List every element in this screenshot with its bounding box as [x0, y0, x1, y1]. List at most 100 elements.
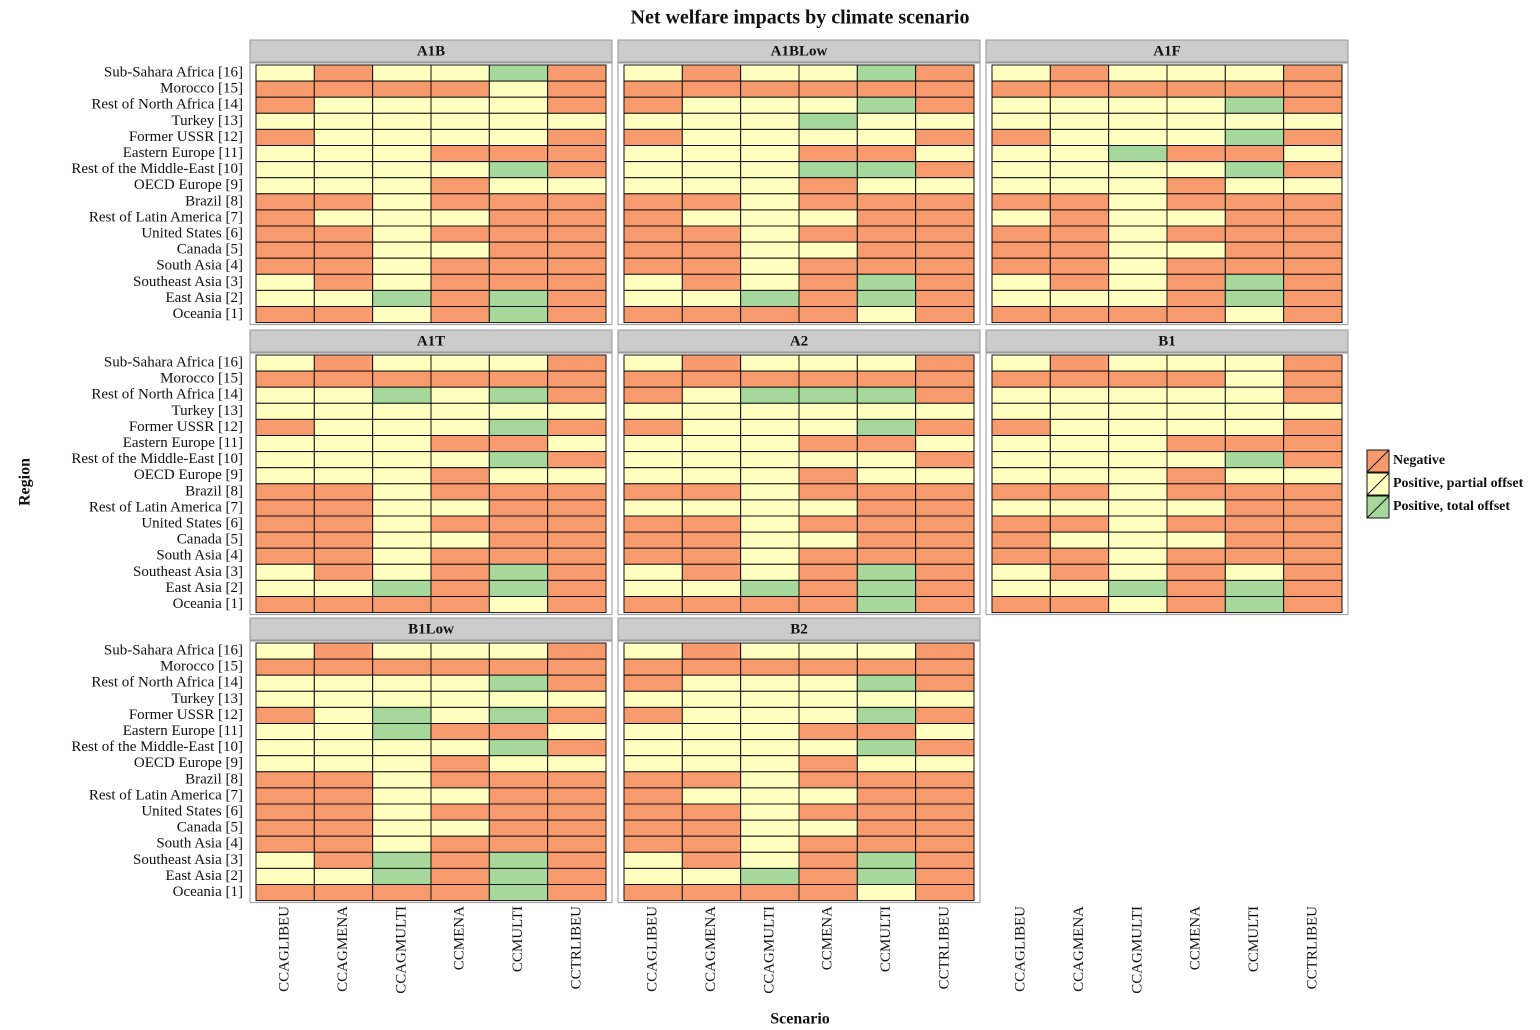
cell [430, 177, 490, 195]
cell [856, 755, 917, 773]
cell [313, 96, 374, 114]
cell [798, 257, 858, 275]
strip-label: A1F [1153, 43, 1181, 59]
cell [547, 690, 607, 708]
cell [488, 370, 549, 388]
cell [430, 563, 490, 581]
cell [1283, 386, 1343, 404]
cell [372, 289, 432, 307]
cell [488, 128, 549, 146]
cell [1049, 96, 1110, 114]
cell [798, 739, 858, 757]
cell [623, 289, 683, 307]
cell [430, 418, 490, 436]
cell [798, 209, 858, 227]
cell [1166, 418, 1226, 436]
strip-label: B1Low [408, 621, 454, 637]
y-tick-label: Brazil [8] [185, 193, 243, 209]
cell [1108, 354, 1168, 372]
x-tick-label: CCAGMENA [703, 906, 719, 992]
cell [430, 467, 490, 485]
cell [372, 706, 432, 725]
cell [798, 690, 858, 708]
cell [1283, 354, 1343, 372]
cell [681, 851, 742, 869]
cell [798, 225, 858, 243]
cell [488, 867, 549, 886]
cell [798, 884, 858, 902]
y-tick-label: Turkey [13] [171, 691, 243, 707]
cell [372, 145, 432, 163]
cell [681, 306, 742, 324]
cell [681, 64, 742, 82]
cell [1224, 128, 1285, 146]
cell [547, 467, 607, 485]
cell [372, 674, 432, 692]
cell [488, 642, 549, 660]
cell [1166, 209, 1226, 227]
cell [547, 112, 607, 130]
cell [547, 209, 607, 227]
cell [856, 451, 917, 469]
cell [856, 771, 917, 789]
cell [372, 386, 432, 404]
cell [488, 835, 549, 853]
cell [1166, 161, 1226, 179]
cell [488, 289, 549, 307]
cell [313, 289, 374, 307]
y-tick-label: Brazil [8] [185, 483, 243, 499]
cell [547, 241, 607, 259]
y-tick-label: Rest of North Africa [14] [91, 387, 243, 403]
cell [991, 483, 1051, 501]
cell [488, 273, 549, 291]
cell [488, 257, 549, 275]
cell [740, 787, 800, 805]
cell [1283, 483, 1343, 501]
cell [430, 80, 490, 98]
cell [798, 273, 858, 291]
cell [1224, 193, 1285, 211]
cell [740, 499, 800, 517]
cell [1166, 386, 1226, 404]
cell [430, 706, 490, 725]
cell [430, 96, 490, 114]
cell [915, 161, 975, 179]
x-tick-label: CCMENA [452, 906, 468, 970]
cell [991, 547, 1051, 565]
cell [991, 289, 1051, 307]
cell [1166, 515, 1226, 533]
cell [547, 835, 607, 853]
cell [915, 177, 975, 195]
cell [991, 435, 1051, 453]
cell [372, 467, 432, 485]
cell [430, 386, 490, 404]
cell [681, 451, 742, 469]
y-tick-label: OECD Europe [9] [134, 467, 243, 483]
cell [915, 803, 975, 821]
cell [1049, 161, 1110, 179]
cell [547, 402, 607, 420]
cell [255, 563, 315, 581]
cell [856, 177, 917, 195]
cell [798, 642, 858, 660]
chart-title: Net welfare impacts by climate scenario [631, 7, 970, 29]
cell [1224, 370, 1285, 388]
cell [915, 112, 975, 130]
cell [372, 435, 432, 453]
cell [798, 547, 858, 565]
x-tick-label: CCAGMULTI [393, 906, 409, 994]
cell [856, 690, 917, 708]
cell [856, 803, 917, 821]
cell [681, 128, 742, 146]
cell [623, 787, 683, 805]
cell [1108, 112, 1168, 130]
cell [798, 563, 858, 581]
cell [798, 835, 858, 853]
x-tick-label: CCAGMULTI [761, 906, 777, 994]
cell [1166, 257, 1226, 275]
cell [681, 563, 742, 581]
cell [798, 241, 858, 259]
cell [915, 145, 975, 163]
cell [430, 547, 490, 565]
cell [915, 867, 975, 886]
